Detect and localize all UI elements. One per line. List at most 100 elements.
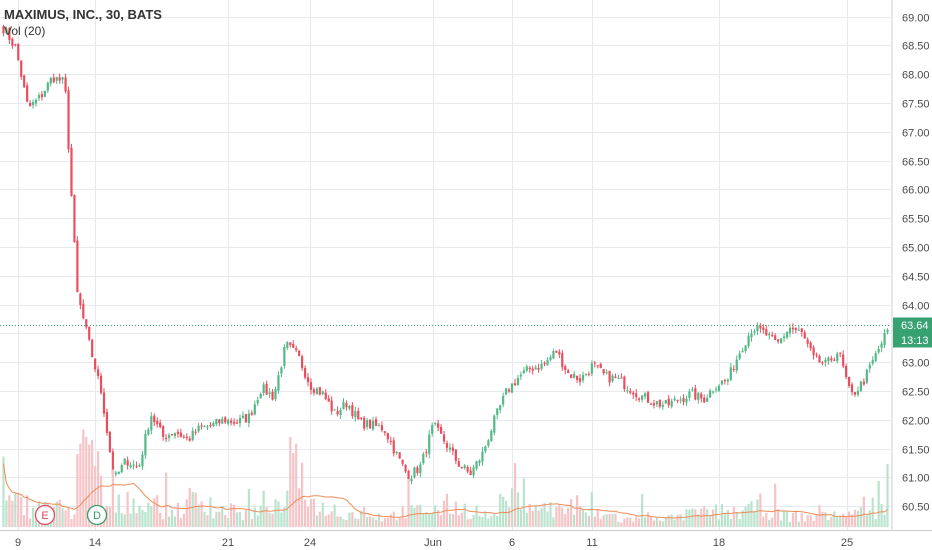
- dividend-marker[interactable]: D: [86, 504, 108, 526]
- volume-bar: [398, 517, 401, 527]
- candle-body: [658, 399, 661, 407]
- volume-bar: [422, 513, 425, 527]
- volume-bar: [295, 443, 298, 527]
- volume-bar: [723, 512, 727, 527]
- candle-body: [191, 430, 194, 440]
- volume-bar: [499, 493, 502, 527]
- volume-bar: [803, 521, 806, 527]
- volume-bar: [301, 462, 304, 527]
- volume-bar: [513, 462, 517, 527]
- volume-bar: [460, 512, 463, 527]
- candle-body: [111, 451, 114, 475]
- volume-bar: [797, 521, 800, 527]
- candle-body: [581, 374, 585, 381]
- earnings-marker[interactable]: E: [34, 504, 56, 526]
- candle-body: [8, 28, 11, 40]
- candle-body: [490, 430, 493, 442]
- candle-body: [46, 82, 49, 91]
- candle-body: [185, 436, 188, 439]
- volume-bar: [750, 501, 753, 527]
- candle-body: [522, 370, 525, 374]
- candle-body: [635, 393, 638, 397]
- volume-bar: [244, 510, 248, 527]
- volume-bar: [108, 507, 112, 527]
- candle-body: [791, 327, 795, 330]
- candle-body: [102, 392, 106, 414]
- volume-bar: [94, 466, 97, 527]
- candle-body: [298, 350, 301, 356]
- candle-body: [676, 400, 679, 402]
- volume-bar: [791, 512, 795, 527]
- candle-body: [853, 392, 857, 395]
- candle-body: [484, 446, 487, 452]
- volume-bar: [552, 517, 555, 527]
- candle-body: [617, 377, 620, 379]
- candle-body: [439, 426, 443, 434]
- volume-bar: [209, 497, 212, 527]
- candle-body: [209, 425, 212, 427]
- candle-body: [49, 77, 52, 84]
- volume-bar: [836, 517, 839, 527]
- candle-body: [259, 393, 262, 399]
- candle-body: [543, 362, 546, 364]
- volume-bar: [611, 514, 614, 527]
- volume-bar: [824, 512, 827, 527]
- volume-study-label[interactable]: Vol (20): [4, 24, 46, 38]
- volume-bar: [61, 508, 64, 527]
- candle-body: [454, 449, 457, 461]
- volume-bar: [55, 501, 58, 527]
- volume-bar: [386, 517, 389, 527]
- candle-body: [164, 437, 168, 440]
- candle-body: [720, 380, 724, 385]
- volume-bar: [691, 508, 694, 527]
- candle-body: [445, 443, 449, 448]
- candle-body: [448, 447, 452, 450]
- volume-bar: [584, 512, 588, 527]
- candle-body: [691, 389, 694, 391]
- candle-body: [762, 327, 765, 330]
- candle-body: [649, 403, 653, 405]
- candle-body: [859, 381, 863, 392]
- volume-bar: [141, 509, 144, 527]
- volume-bar: [490, 516, 493, 527]
- volume-bar: [262, 490, 265, 527]
- volume-bar: [123, 514, 126, 527]
- candle-body: [487, 440, 490, 446]
- candle-body: [363, 417, 366, 429]
- candle-body: [247, 413, 250, 423]
- candle-body: [782, 336, 786, 339]
- candle-body: [614, 376, 617, 378]
- candle-body: [513, 383, 517, 386]
- volume-bar: [655, 517, 659, 527]
- candle-body: [253, 404, 256, 415]
- candle-body: [235, 422, 239, 424]
- volume-bar: [694, 509, 697, 527]
- candle-body: [703, 397, 706, 403]
- volume-bar: [23, 515, 26, 527]
- volume-bar: [167, 516, 171, 527]
- volume-bar: [439, 515, 443, 527]
- candle-body: [55, 76, 58, 81]
- volume-bar: [17, 493, 20, 527]
- volume-bar: [277, 501, 280, 527]
- candle-body: [714, 389, 718, 391]
- volume-bar: [129, 513, 132, 527]
- candle-body: [818, 355, 821, 363]
- candle-body: [874, 353, 877, 362]
- y-tick-label: 63.00: [902, 358, 930, 370]
- candle-body: [197, 425, 200, 432]
- volume-bar: [714, 504, 718, 527]
- candle-body: [327, 398, 330, 402]
- candle-body: [31, 102, 35, 106]
- candle-body: [351, 405, 354, 416]
- candle-body: [587, 373, 590, 375]
- candle-body: [502, 395, 505, 405]
- candle-body: [76, 240, 79, 293]
- candle-body: [507, 389, 511, 392]
- candle-body: [726, 379, 729, 382]
- y-tick-label: 67.00: [902, 128, 930, 140]
- volume-bar: [596, 508, 599, 527]
- volume-bar: [626, 517, 629, 527]
